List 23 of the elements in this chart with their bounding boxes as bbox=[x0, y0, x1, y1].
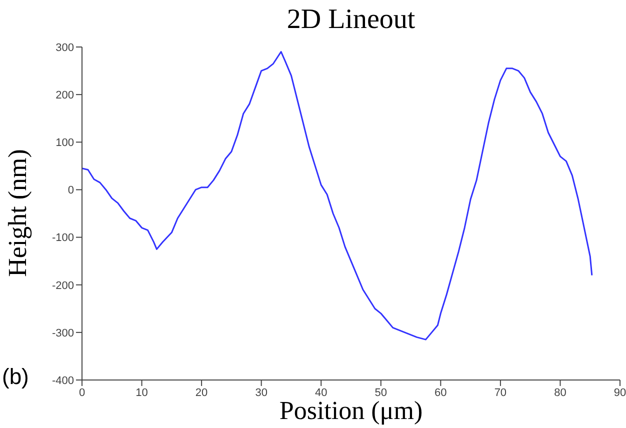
x-tick-label: 10 bbox=[136, 386, 148, 399]
x-tick-label: 40 bbox=[314, 386, 328, 399]
x-tick-label: 60 bbox=[434, 386, 447, 399]
y-tick-label: 200 bbox=[56, 89, 74, 102]
x-tick-label: 30 bbox=[255, 386, 268, 399]
x-axis-title: Position (μm) bbox=[279, 396, 423, 425]
x-tick-label: 70 bbox=[494, 386, 507, 399]
line-series bbox=[82, 51, 593, 340]
x-tick-label: 20 bbox=[195, 386, 208, 399]
text: (b) bbox=[2, 364, 29, 390]
chart-title: 2D Lineout bbox=[286, 4, 416, 36]
x-tick-label: 90 bbox=[614, 386, 626, 399]
y-tick-label: -400 bbox=[52, 374, 74, 387]
y-tick-label: -200 bbox=[52, 280, 74, 292]
y-axis-title: Height (nm) bbox=[3, 148, 33, 279]
y-tick-label: -100 bbox=[52, 232, 74, 244]
y-tick-label: 100 bbox=[56, 137, 74, 150]
x-tick-label: 0 bbox=[78, 386, 86, 399]
x-tick-label: 50 bbox=[374, 386, 388, 399]
x-tick-label: 80 bbox=[554, 386, 566, 399]
y-tick-label: -300 bbox=[52, 327, 74, 340]
y-tick-label: 300 bbox=[56, 42, 74, 54]
y-tick-label: 0 bbox=[68, 184, 74, 197]
